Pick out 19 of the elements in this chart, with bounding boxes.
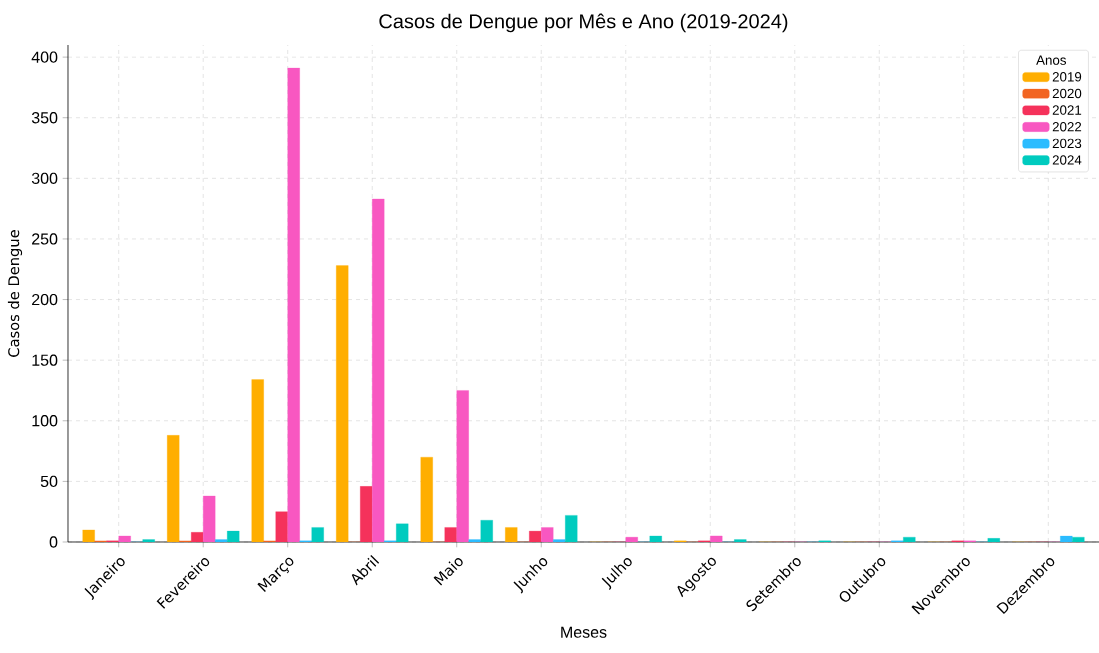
y-tick-label: 400 bbox=[31, 51, 58, 63]
x-axis-title: Meses bbox=[561, 626, 607, 638]
legend-label: 2020 bbox=[1052, 88, 1082, 99]
legend-title: Anos bbox=[1036, 55, 1067, 65]
legend-label: 2024 bbox=[1052, 155, 1082, 165]
y-tick-label: 200 bbox=[32, 293, 58, 306]
chart-title: Casos de Dengue por Mês e Ano (2019-2024) bbox=[379, 13, 788, 33]
y-tick-label: 100 bbox=[32, 415, 58, 427]
legend-label: 2023 bbox=[1052, 138, 1082, 149]
legend-label: 2019 bbox=[1052, 72, 1082, 82]
legend-label: 2022 bbox=[1052, 122, 1082, 132]
y-tick-label: 350 bbox=[31, 112, 58, 124]
y-tick-label: 250 bbox=[32, 233, 58, 245]
y-tick-label: 0 bbox=[49, 536, 58, 548]
legend-label: 2021 bbox=[1052, 105, 1082, 115]
y-axis-title: Casos de Dengue bbox=[7, 230, 23, 357]
y-tick-label: 150 bbox=[32, 354, 58, 366]
y-tick-label: 300 bbox=[31, 172, 58, 184]
y-tick-label: 50 bbox=[40, 475, 58, 488]
